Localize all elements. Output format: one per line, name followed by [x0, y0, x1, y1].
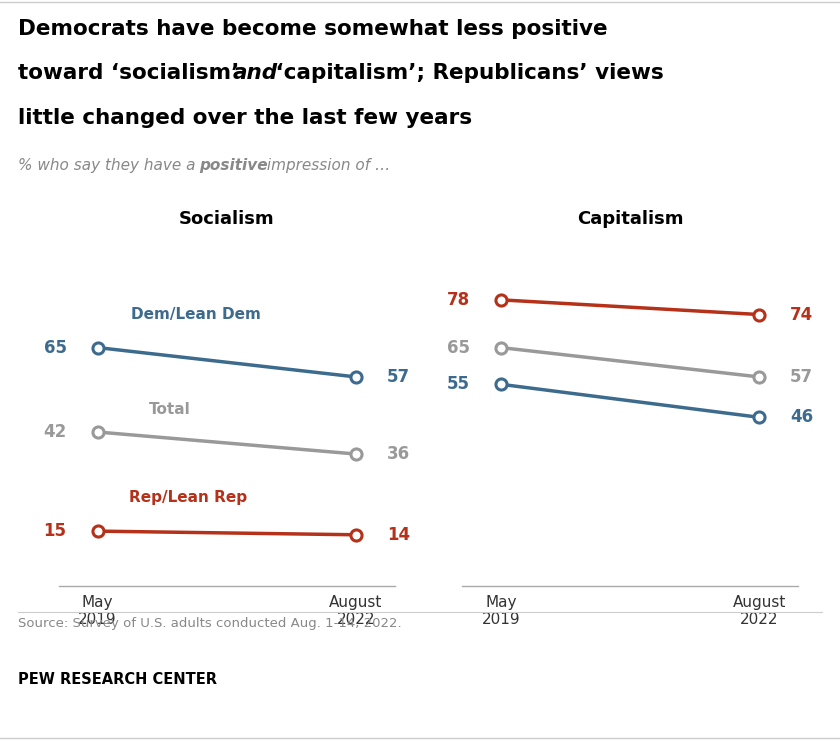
Text: 65: 65	[44, 338, 66, 357]
Text: 74: 74	[790, 306, 813, 324]
Text: % who say they have a: % who say they have a	[18, 158, 201, 173]
Text: 42: 42	[44, 423, 66, 441]
Text: Source: Survey of U.S. adults conducted Aug. 1-14, 2022.: Source: Survey of U.S. adults conducted …	[18, 617, 402, 631]
Text: 14: 14	[387, 526, 410, 544]
Title: Capitalism: Capitalism	[577, 209, 683, 228]
Text: Democrats have become somewhat less positive: Democrats have become somewhat less posi…	[18, 19, 608, 39]
Text: positive: positive	[199, 158, 268, 173]
Text: little changed over the last few years: little changed over the last few years	[18, 108, 473, 128]
Text: and: and	[233, 63, 278, 83]
Text: ‘capitalism’; Republicans’ views: ‘capitalism’; Republicans’ views	[268, 63, 664, 83]
Text: Total: Total	[149, 402, 191, 417]
Text: 15: 15	[44, 522, 66, 540]
Text: PEW RESEARCH CENTER: PEW RESEARCH CENTER	[18, 672, 218, 686]
Text: 57: 57	[387, 368, 410, 386]
Text: Rep/Lean Rep: Rep/Lean Rep	[129, 490, 247, 505]
Text: 78: 78	[447, 291, 470, 309]
Text: toward ‘socialism’: toward ‘socialism’	[18, 63, 247, 83]
Text: 36: 36	[387, 445, 410, 463]
Text: 55: 55	[447, 375, 470, 393]
Text: Dem/Lean Dem: Dem/Lean Dem	[131, 307, 260, 322]
Text: 57: 57	[790, 368, 813, 386]
Text: 65: 65	[447, 338, 470, 357]
Text: impression of …: impression of …	[262, 158, 391, 173]
Title: Socialism: Socialism	[179, 209, 275, 228]
Text: 46: 46	[790, 408, 813, 427]
